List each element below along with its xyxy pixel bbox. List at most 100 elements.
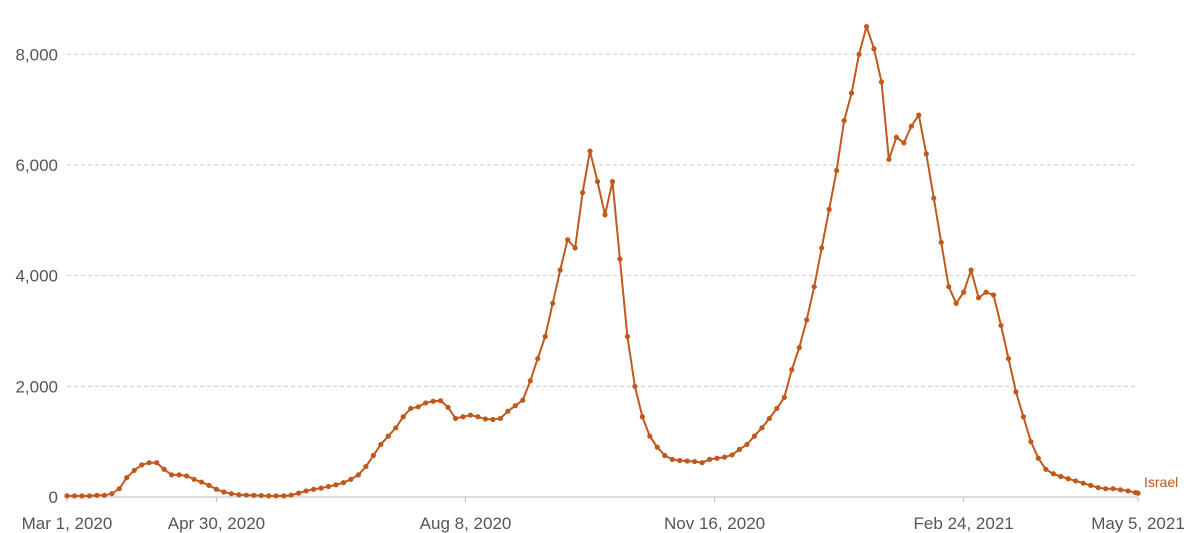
data-point — [146, 460, 152, 466]
data-point — [281, 493, 287, 499]
data-point — [79, 493, 85, 499]
data-point — [1088, 482, 1094, 488]
data-point — [109, 491, 115, 497]
x-tick-label: Mar 1, 2020 — [22, 514, 113, 533]
data-point — [834, 167, 840, 174]
series-label: Israel — [1144, 474, 1178, 490]
data-point — [303, 488, 309, 494]
data-point — [565, 237, 571, 243]
data-point — [318, 485, 324, 491]
data-point — [684, 458, 690, 464]
data-point — [452, 415, 459, 422]
data-point — [542, 333, 548, 340]
data-point — [333, 482, 339, 488]
data-point — [400, 414, 406, 420]
data-point — [1065, 476, 1071, 482]
data-point — [1095, 484, 1101, 491]
data-point — [871, 46, 877, 52]
data-point — [990, 292, 997, 298]
data-point — [766, 415, 772, 422]
data-point — [1035, 455, 1041, 461]
data-point — [804, 317, 810, 323]
y-tick-label: 8,000 — [15, 45, 58, 64]
data-point — [953, 300, 959, 306]
data-point — [1117, 487, 1124, 493]
data-point — [961, 289, 967, 295]
data-point — [938, 239, 944, 246]
data-point — [699, 460, 705, 466]
data-point — [475, 414, 481, 420]
data-point — [423, 400, 429, 406]
data-point — [325, 483, 332, 490]
data-point — [744, 441, 750, 448]
data-point — [512, 403, 518, 409]
x-tick-label: May 5, 2021 — [1091, 514, 1185, 533]
data-point — [266, 493, 272, 499]
data-point — [169, 472, 175, 478]
data-point — [707, 456, 713, 462]
data-point — [1110, 486, 1116, 492]
data-point — [497, 415, 503, 422]
data-point — [669, 456, 675, 462]
data-point — [370, 452, 376, 459]
data-point — [1058, 473, 1064, 480]
data-point — [946, 284, 952, 290]
data-point — [609, 178, 616, 185]
data-point — [460, 414, 466, 420]
data-point — [191, 476, 197, 482]
data-point — [527, 378, 533, 384]
data-point — [878, 79, 885, 85]
data-point — [176, 472, 182, 478]
y-tick-label: 4,000 — [15, 267, 58, 286]
data-point — [729, 452, 735, 458]
data-point — [340, 480, 347, 486]
data-point — [624, 333, 631, 340]
data-point — [1005, 356, 1012, 362]
data-point — [901, 140, 907, 146]
data-point — [916, 112, 922, 118]
data-point — [198, 479, 205, 485]
data-point — [154, 460, 160, 466]
data-point — [692, 458, 698, 465]
data-point — [355, 472, 362, 478]
x-tick-label: Feb 24, 2021 — [914, 514, 1014, 533]
data-point — [86, 493, 93, 499]
y-tick-label: 2,000 — [15, 377, 58, 396]
data-point — [998, 322, 1004, 329]
data-point — [415, 404, 421, 410]
data-point — [594, 178, 601, 185]
y-tick-label: 6,000 — [15, 156, 58, 175]
data-point — [535, 356, 541, 362]
x-tick-label: Apr 30, 2020 — [168, 514, 265, 533]
data-point — [408, 405, 414, 412]
data-point — [206, 482, 212, 488]
data-point — [819, 245, 825, 251]
data-point — [677, 457, 683, 464]
y-tick-label: 0 — [49, 488, 58, 507]
data-point — [288, 492, 294, 498]
data-point — [348, 476, 354, 482]
data-point — [139, 462, 145, 468]
data-point — [893, 134, 900, 140]
data-point — [931, 195, 937, 201]
data-point — [602, 212, 608, 218]
data-point — [1013, 389, 1019, 395]
data-point — [557, 267, 563, 273]
data-point — [221, 489, 227, 495]
x-tick-label: Aug 8, 2020 — [420, 514, 512, 533]
data-point — [438, 398, 444, 404]
data-point — [430, 398, 436, 404]
data-point — [385, 433, 391, 439]
data-point — [781, 394, 787, 400]
data-point — [647, 433, 653, 439]
series-line — [67, 23, 1139, 497]
data-point — [968, 267, 974, 273]
data-point — [1125, 488, 1131, 494]
data-point — [811, 284, 817, 290]
data-point — [251, 492, 257, 498]
data-point — [482, 416, 489, 422]
data-point — [94, 492, 100, 498]
data-point — [505, 408, 511, 414]
